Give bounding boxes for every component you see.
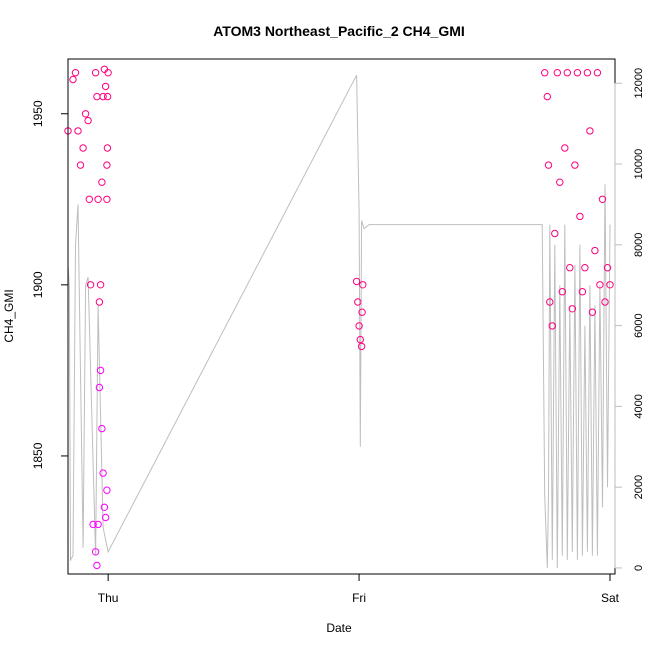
data-point <box>591 246 599 255</box>
y-axis-label: CH4_GMI <box>2 289 16 342</box>
y2-tick-label: 0 <box>633 565 645 571</box>
y2-tick-label: 10000 <box>633 149 645 180</box>
y-tick-label: 1850 <box>31 442 45 469</box>
data-point <box>588 308 597 316</box>
data-point <box>358 308 366 316</box>
data-point <box>103 486 111 494</box>
y-tick-label: 1950 <box>31 100 45 127</box>
data-point <box>85 195 94 204</box>
data-point <box>98 424 106 433</box>
data-point <box>89 520 97 529</box>
data-point <box>103 144 112 152</box>
x-axis: Thu Fri Sat <box>98 573 620 605</box>
data-point <box>556 178 564 186</box>
data-point <box>74 127 82 135</box>
data-point <box>81 110 90 118</box>
data-point <box>581 264 589 272</box>
x-tick-label: Sat <box>601 591 620 605</box>
data-point <box>566 264 574 272</box>
y-axis-left: 1850 1900 1950 <box>31 100 69 469</box>
data-point <box>96 366 105 375</box>
data-point <box>95 383 104 392</box>
altitude-line-layer <box>67 74 611 568</box>
data-point <box>93 92 101 101</box>
data-point <box>96 281 105 289</box>
data-point <box>352 277 361 286</box>
y2-tick-label: 12000 <box>633 68 645 99</box>
data-point <box>91 548 100 556</box>
x-tick-label: Thu <box>98 591 119 605</box>
data-point <box>103 92 112 101</box>
data-point <box>571 161 579 169</box>
y-tick-label: 1900 <box>31 271 45 298</box>
data-point <box>356 335 364 344</box>
y2-tick-label: 2000 <box>633 475 645 499</box>
y2-tick-label: 4000 <box>633 394 645 418</box>
data-point <box>91 69 100 77</box>
data-point <box>357 342 366 351</box>
data-point <box>76 161 85 169</box>
data-point <box>601 298 609 306</box>
data-point <box>583 69 592 77</box>
plot-frame <box>67 58 616 575</box>
data-point <box>563 69 571 77</box>
data-point <box>95 298 104 306</box>
data-point <box>94 195 102 204</box>
data-point <box>573 69 582 77</box>
data-point <box>546 298 554 306</box>
x-tick-label: Fri <box>352 591 366 605</box>
data-point <box>69 75 77 84</box>
data-point <box>84 116 92 125</box>
data-point <box>544 161 553 169</box>
data-point <box>355 322 363 330</box>
data-point <box>606 281 614 289</box>
data-point <box>553 69 561 77</box>
x-axis-label: Date <box>326 621 352 635</box>
data-point <box>558 288 566 296</box>
data-point <box>101 513 110 522</box>
data-point <box>103 195 111 204</box>
data-point <box>543 92 551 101</box>
data-point <box>103 161 111 169</box>
data-point <box>576 212 584 221</box>
data-point <box>71 69 80 77</box>
data-point <box>541 69 549 77</box>
data-point <box>603 264 612 272</box>
data-point <box>551 229 559 238</box>
data-point <box>568 305 576 313</box>
y2-tick-label: 8000 <box>633 233 645 257</box>
chart-title: ATOM3 Northeast_Pacific_2 CH4_GMI <box>213 23 465 39</box>
data-point <box>586 127 594 135</box>
data-point <box>99 469 107 477</box>
data-point <box>94 520 102 529</box>
data-point <box>79 144 87 152</box>
y-axis-right: 0 2000 4000 6000 8000 10000 12000 <box>614 68 645 571</box>
data-point <box>93 561 101 570</box>
data-point <box>86 281 95 289</box>
data-point <box>561 144 569 152</box>
altitude-series-line <box>67 74 611 568</box>
data-point <box>593 69 602 77</box>
data-point <box>598 195 607 204</box>
data-point <box>104 69 112 77</box>
data-point <box>100 503 109 511</box>
data-point <box>578 288 587 296</box>
data-point <box>359 281 367 289</box>
data-point <box>98 178 106 186</box>
data-point <box>354 298 362 306</box>
data-point <box>100 65 109 74</box>
data-point <box>548 322 556 330</box>
data-point <box>596 281 604 289</box>
y2-tick-label: 6000 <box>633 313 645 337</box>
ch4-points-layer <box>64 65 614 570</box>
data-point <box>101 82 110 91</box>
